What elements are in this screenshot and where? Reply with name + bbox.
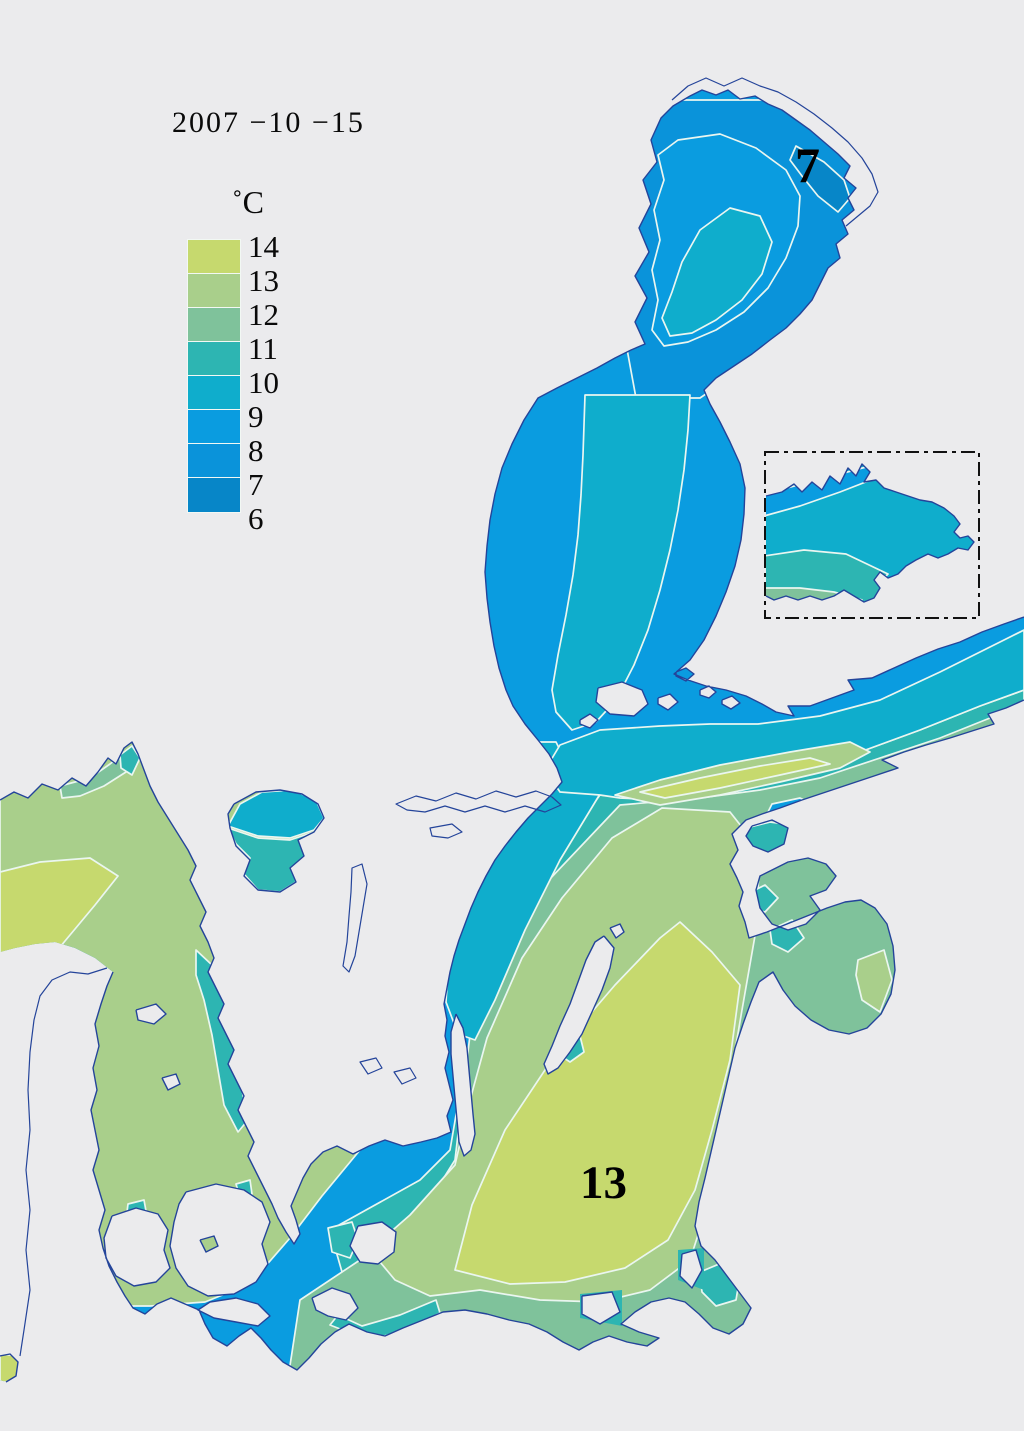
- legend-tick-label: 13: [248, 263, 279, 298]
- lake-hjalmaren-outline: [429, 823, 463, 839]
- legend-swatch: [187, 341, 241, 377]
- band-9-10-gulf-of-finland: [544, 629, 1024, 801]
- date-label: 2007 −10 −15: [172, 106, 365, 139]
- band-13-14-kiel: [55, 1257, 111, 1331]
- temperature-legend: 14 13 12 11 10 9 8 7 6: [187, 230, 318, 536]
- band-13-14-gof-south: [639, 757, 831, 799]
- legend-tick-label: 7: [248, 467, 264, 502]
- region-label-13: 13: [580, 1157, 627, 1209]
- no-data-coastlines: [19, 77, 879, 1357]
- band-6-7-patch: [789, 145, 851, 213]
- legend-tick-label: 11: [248, 331, 278, 366]
- jutland-west-coast-outline: [19, 967, 108, 1357]
- inset-coastline: [765, 463, 975, 603]
- band-12-13-riga-se: [855, 949, 893, 1013]
- small-lake-outline-2: [393, 1067, 417, 1085]
- legend-swatch: [187, 409, 241, 445]
- legend-swatch: [187, 443, 241, 479]
- legend-swatch: [187, 239, 241, 275]
- legend-swatch: [187, 477, 241, 513]
- legend-tick-label: 6: [248, 501, 264, 536]
- legend-tick-label: 9: [248, 399, 264, 434]
- band-10-11-belt-speck-1: [125, 1199, 149, 1233]
- inset-map: [764, 451, 980, 619]
- legend-swatch: [187, 307, 241, 343]
- inset-border: [764, 451, 980, 619]
- band-12-13-kattegat: [0, 639, 361, 1311]
- band-10-11-vainameri: [735, 821, 813, 863]
- region-label-7: 7: [795, 137, 820, 193]
- band-13-14-baltic: [454, 921, 741, 1285]
- legend-swatch: [187, 273, 241, 309]
- legend-tick-label: 10: [248, 365, 279, 400]
- lake-malaren-outline: [395, 790, 562, 813]
- lake-vattern-outline: [342, 863, 368, 973]
- band-9-10-bothnian-bay: [661, 207, 773, 337]
- coastline-outline: [0, 89, 1024, 1383]
- legend-tick-label: 14: [248, 229, 279, 264]
- small-lake-outline-1: [359, 1057, 383, 1075]
- legend-title: ˚C: [232, 184, 264, 220]
- band-9-10-vanern: [227, 789, 325, 839]
- band-10-11-oslofjord: [119, 745, 141, 776]
- legend-tick-label: 12: [248, 297, 279, 332]
- legend-tick-label: 8: [248, 433, 264, 468]
- legend-swatch: [187, 375, 241, 411]
- finnish-north-coast-outline: [671, 77, 879, 227]
